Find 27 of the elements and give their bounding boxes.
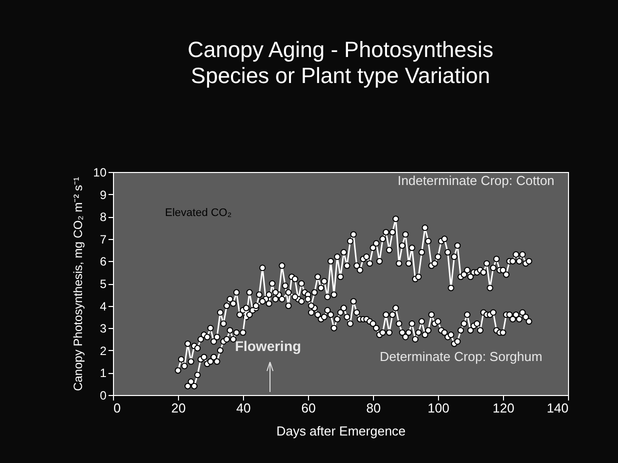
x-tick-label: 60 [301, 400, 316, 416]
x-tick-label: 100 [428, 400, 450, 416]
y-tick-label: 9 [100, 188, 107, 202]
y-tick-label: 2 [100, 344, 107, 358]
x-tick-label: 140 [546, 400, 568, 416]
x-tick-label: 120 [492, 400, 514, 416]
y-tick-label: 0 [100, 388, 107, 402]
y-tick-label: 6 [100, 254, 107, 269]
annotation: Flowering [234, 338, 302, 354]
y-tick-label: 7 [100, 232, 107, 246]
annotation: Determinate Crop: Sorghum [380, 349, 542, 364]
y-tick-label: 10 [93, 166, 107, 180]
x-axis-title: Days after Emergence [276, 424, 406, 438]
y-tick-label: 4 [100, 299, 107, 314]
x-tick-label: 0 [114, 400, 121, 416]
x-tick-label: 80 [366, 400, 381, 416]
chart-title: Canopy Aging - Photosynthesis [188, 37, 494, 62]
y-tick-label: 5 [100, 277, 107, 291]
annotation: Indeterminate Crop: Cotton [398, 173, 554, 188]
y-axis-title: Canopy Photosynthesis, mg CO₂ m⁻² s⁻¹ [71, 176, 86, 392]
y-tick-label: 8 [100, 210, 107, 224]
x-tick-label: 40 [236, 400, 251, 416]
y-tick-label: 3 [100, 322, 107, 336]
chart-subtitle: Species or Plant type Variation [190, 63, 490, 88]
y-tick-label: 1 [100, 366, 107, 380]
annotation: Elevated CO₂ [165, 207, 232, 219]
x-tick-label: 20 [171, 400, 186, 416]
